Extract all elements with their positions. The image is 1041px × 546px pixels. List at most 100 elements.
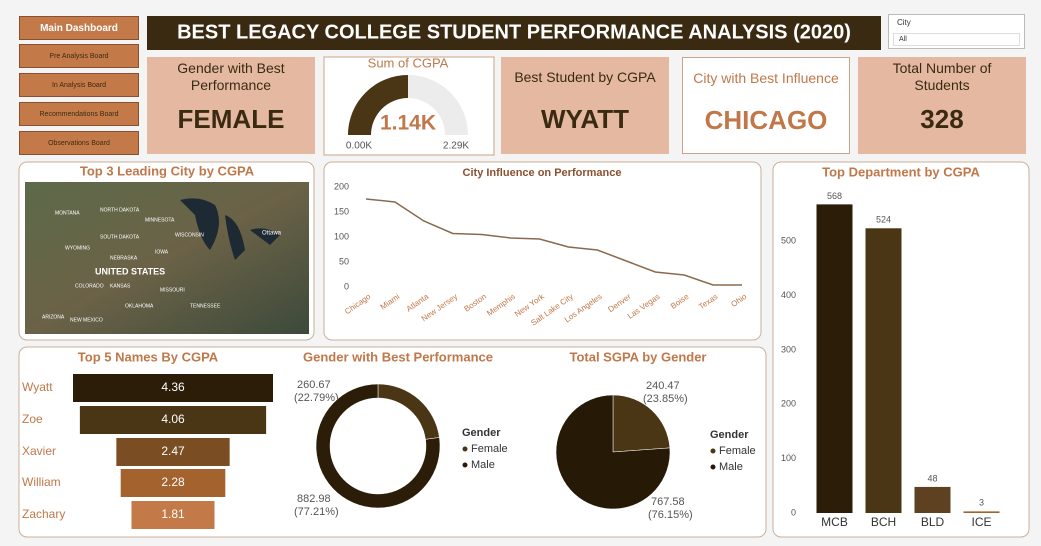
card-value: WYATT <box>540 104 630 134</box>
map-label: WISCONSIN <box>175 232 204 238</box>
chart-title: Top Department by CGPA <box>822 164 980 179</box>
x-tick-label: ICE <box>971 515 991 529</box>
gauge-value <box>348 75 408 135</box>
data-label: 4.06 <box>161 412 185 426</box>
map-label: MINNESOTA <box>145 217 175 223</box>
y-tick-label: 100 <box>781 453 796 463</box>
line <box>365 198 742 286</box>
y-tick-label: 0 <box>344 281 349 291</box>
map-label: TENNESSEE <box>190 303 221 309</box>
page-title: BEST LEGACY COLLEGE STUDENT PERFORMANCE … <box>177 21 851 43</box>
data-label: 882.98 <box>297 493 331 505</box>
nav-button[interactable]: Pre Analysis Board <box>19 44 139 68</box>
legend-label: Female <box>471 443 508 455</box>
bar <box>816 204 853 514</box>
legend-label: Male <box>719 461 743 473</box>
data-label: 2.28 <box>161 475 185 489</box>
data-label: 260.67 <box>297 379 331 391</box>
legend-marker <box>462 446 468 452</box>
y-tick-label: 200 <box>334 181 349 191</box>
x-tick-label: BCH <box>871 515 896 529</box>
data-label: 1.81 <box>161 507 185 521</box>
chart-title: City Influence on Performance <box>463 167 622 179</box>
category-label: Zachary <box>22 507 65 521</box>
kpi-card: Total Number of Students 328 <box>858 57 1026 154</box>
map-label: WYOMING <box>65 245 90 251</box>
legend-label: Female <box>719 445 756 457</box>
chart-title: Gender with Best Performance <box>303 349 493 364</box>
y-tick-label: 400 <box>781 290 796 300</box>
card-title: Total Number of Students <box>892 60 992 93</box>
funnel-bar <box>116 438 230 466</box>
card-title: City with Best Influence <box>693 69 839 86</box>
map-label: NORTH DAKOTA <box>100 207 140 213</box>
data-label: 48 <box>927 473 937 483</box>
map-label: ARIZONA <box>42 314 65 320</box>
kpi-card: City with Best Influence CHICAGO <box>682 57 850 154</box>
data-label: 240.47 <box>646 380 680 392</box>
gauge-card <box>323 56 495 156</box>
gauge-limit: 0.00K <box>346 141 372 152</box>
map-label: UNITED STATES <box>95 266 165 276</box>
title-bar <box>147 16 881 50</box>
map-label: OKLAHOMA <box>125 303 154 309</box>
card-title: Gender with Best Performance <box>177 60 285 93</box>
nav-button[interactable]: In Analysis Board <box>19 73 139 97</box>
map-label: Ottawa <box>262 231 282 237</box>
data-label: 767.58 <box>651 496 685 508</box>
legend-marker <box>710 448 716 454</box>
map-label: IOWA <box>155 249 169 255</box>
map-image <box>25 182 309 334</box>
category-label: Xavier <box>22 444 56 458</box>
slicer-value[interactable]: All <box>893 33 1020 46</box>
percent-label: (77.21%) <box>294 506 339 518</box>
x-tick-label: MCB <box>821 515 848 529</box>
data-label: 568 <box>827 191 842 201</box>
data-label: 524 <box>876 215 891 225</box>
nav-button[interactable]: Main Dashboard <box>19 16 139 40</box>
funnel-bar <box>73 374 273 402</box>
card-value: 328 <box>920 104 964 134</box>
y-tick-label: 50 <box>339 256 349 266</box>
percent-label: (22.79%) <box>294 392 339 404</box>
city-slicer[interactable]: City All <box>888 14 1025 49</box>
data-label: 2.47 <box>161 444 185 458</box>
map-label: NEBRASKA <box>110 255 138 261</box>
slice <box>315 383 441 509</box>
data-label: 3 <box>979 498 984 508</box>
card-value: CHICAGO <box>704 105 828 135</box>
map-label: MISSOURI <box>160 287 185 293</box>
bar <box>865 228 902 513</box>
map-title: Top 3 Leading City by CGPA <box>80 163 255 178</box>
slicer-label: City <box>897 18 911 27</box>
percent-label: (23.85%) <box>643 393 688 405</box>
y-tick-label: 0 <box>791 507 796 517</box>
bar <box>963 511 1000 513</box>
card-value: FEMALE <box>177 104 285 134</box>
nav-button[interactable]: Observations Board <box>19 131 139 155</box>
map-lakes <box>180 198 280 260</box>
y-tick-label: 300 <box>781 344 796 354</box>
kpi-card: Best Student by CGPA WYATT <box>501 57 669 154</box>
gauge-limit: 2.29K <box>443 141 469 152</box>
line-panel <box>323 161 762 341</box>
card-title: Best Student by CGPA <box>514 68 656 85</box>
map-label: SOUTH DAKOTA <box>100 234 140 240</box>
x-tick-label: BLD <box>921 515 945 529</box>
chart-title: Top 5 Names By CGPA <box>78 349 219 364</box>
legend-label: Male <box>471 459 495 471</box>
nav-button[interactable]: Recommendations Board <box>19 102 139 126</box>
category-label: Zoe <box>22 412 43 426</box>
legend-title: Gender <box>462 427 501 439</box>
funnel-bar <box>79 406 267 434</box>
map-label: MONTANA <box>55 210 80 216</box>
map-label: NEW MEXICO <box>70 317 103 323</box>
funnel-bar <box>131 501 215 529</box>
legend-marker <box>462 462 468 468</box>
y-tick-label: 100 <box>334 231 349 241</box>
y-tick-label: 500 <box>781 236 796 246</box>
category-label: William <box>22 475 61 489</box>
y-tick-label: 150 <box>334 206 349 216</box>
slice <box>555 394 671 510</box>
